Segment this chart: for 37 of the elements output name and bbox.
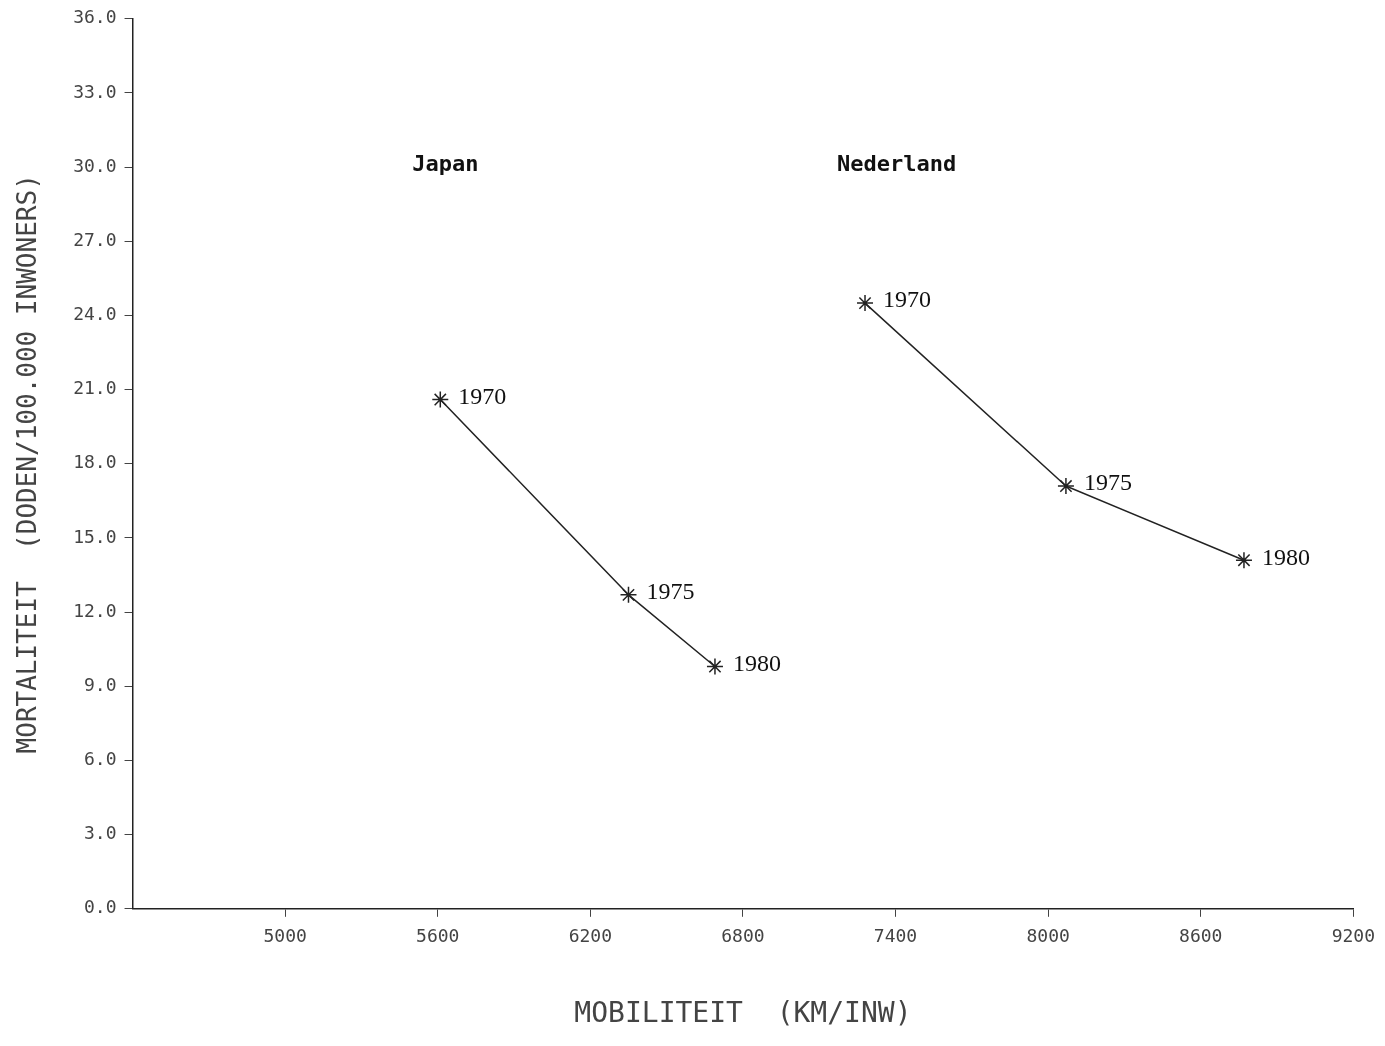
annotation: 1970: [458, 382, 507, 409]
x-tick-label: 7400: [873, 925, 918, 947]
x-tick-label: 8000: [1026, 925, 1070, 947]
point: [706, 657, 724, 676]
annotation: 1975: [1083, 469, 1132, 496]
x-tick-label: 8600: [1179, 925, 1223, 947]
y-tick-label: 6.0: [84, 748, 117, 770]
x-tick-label: 6800: [721, 925, 765, 947]
y-axis-title: MORTALITEIT (DODEN/100.000 INWONERS): [12, 174, 43, 754]
point: [1235, 551, 1253, 569]
x-tick-label: 5600: [416, 925, 460, 947]
x-axis-title: MOBILITEIT (KM/INW): [574, 996, 912, 1030]
y-tick-label: 18.0: [73, 451, 117, 473]
annotation: 1980: [732, 649, 781, 676]
annotation: Japan: [412, 151, 479, 177]
y-tick-label: 36.0: [73, 6, 117, 28]
point: [431, 390, 450, 409]
annotation: 1980: [1261, 543, 1310, 570]
point: [1057, 477, 1075, 495]
annotation: Nederland: [837, 151, 957, 177]
x-tick-label: 6200: [568, 925, 613, 947]
y-tick-label: 12.0: [73, 599, 117, 621]
y-tick-label: 15.0: [73, 525, 117, 547]
annotation: 1975: [646, 578, 695, 605]
y-tick-label: 3.0: [84, 822, 117, 844]
y-tick-label: 27.0: [73, 228, 117, 250]
y-tick-label: 21.0: [73, 377, 117, 399]
x-tick-label: 5000: [263, 925, 307, 947]
y-tick-label: 24.0: [73, 303, 117, 325]
y-tick-label: 9.0: [84, 673, 117, 695]
x-tick-label: 9200: [1331, 925, 1376, 947]
annotation: 1970: [883, 286, 932, 313]
point: [856, 294, 874, 312]
point: [619, 586, 638, 604]
y-tick-label: 0.0: [84, 896, 117, 918]
y-tick-label: 33.0: [73, 80, 117, 102]
y-tick-label: 30.0: [73, 154, 117, 176]
